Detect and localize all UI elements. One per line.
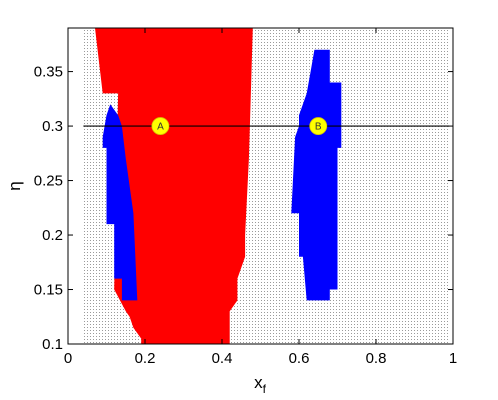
blue-region-2 xyxy=(291,49,342,301)
point-a: A xyxy=(151,117,170,135)
x-axis-label: xf xyxy=(254,373,267,396)
y-tick-label: 0.2 xyxy=(42,227,63,244)
blue-region-1 xyxy=(102,104,138,301)
y-tick-label: 0.3 xyxy=(42,118,63,135)
x-tick-label: 0.6 xyxy=(289,350,310,367)
plot-frame xyxy=(67,27,454,345)
point-label: B xyxy=(315,122,322,133)
y-tick-label: 0.35 xyxy=(34,64,63,81)
y-tick-label: 0.25 xyxy=(34,173,63,190)
x-tick-label: 0.2 xyxy=(135,350,156,367)
y-tick-label: 0.1 xyxy=(42,336,63,353)
x-tick-label: 1 xyxy=(449,350,457,367)
point-marker xyxy=(151,117,170,135)
point-b: B xyxy=(309,117,328,135)
x-tick-label: 0.4 xyxy=(212,350,233,367)
point-marker xyxy=(309,117,328,135)
y-tick-label: 0.15 xyxy=(34,282,63,299)
y-axis-label: η xyxy=(5,181,24,190)
x-tick-label: 0 xyxy=(64,350,72,367)
x-tick-label: 0.8 xyxy=(366,350,387,367)
point-label: A xyxy=(157,122,164,133)
